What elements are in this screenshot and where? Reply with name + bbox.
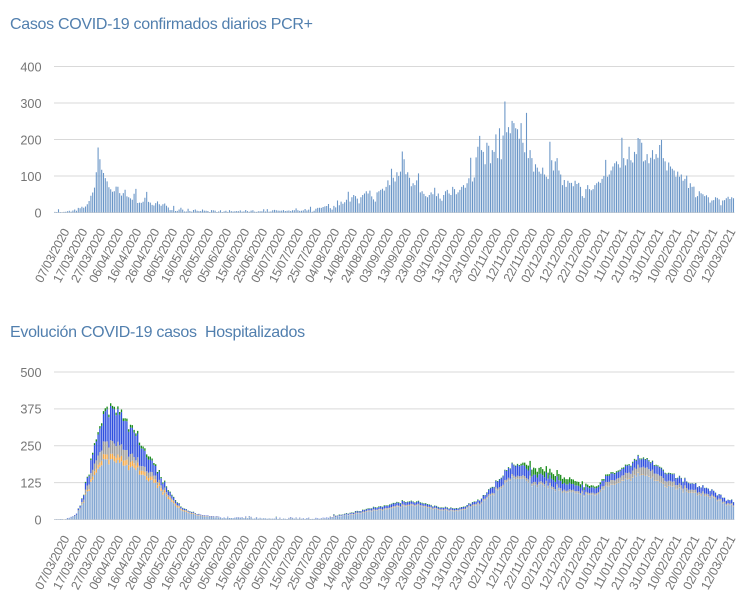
svg-text:200: 200 [20,133,41,147]
svg-text:500: 500 [20,366,41,380]
svg-text:125: 125 [20,476,41,490]
svg-text:0: 0 [34,513,41,527]
svg-text:Casos COVID-19 confirmados dia: Casos COVID-19 confirmados diarios PCR+ [10,16,313,33]
svg-text:250: 250 [20,440,41,454]
svg-text:300: 300 [20,97,41,111]
svg-text:100: 100 [20,170,41,184]
svg-text:Evolución COVID-19 casos Hosp: Evolución COVID-19 casos Hospitalizados [10,324,305,341]
svg-text:0: 0 [34,206,41,220]
svg-text:400: 400 [20,60,41,74]
svg-text:375: 375 [20,403,41,417]
